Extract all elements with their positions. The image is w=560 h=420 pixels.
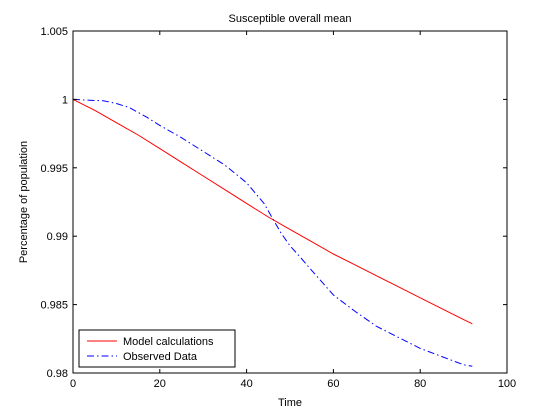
ticks-layer: 0 20 40 60 80 100 0.98 0.985 0.99 0.995 1 1.005 (40, 26, 516, 390)
legend: Model calculations Observed Data (78, 329, 236, 368)
legend-label-1: Model calculations (123, 336, 214, 348)
plot-area (73, 31, 507, 373)
y-tick-label: 1 (62, 94, 68, 106)
y-tick-label: 0.98 (47, 368, 68, 380)
y-tick-label: 0.995 (40, 163, 68, 175)
series-line-2 (72, 98, 473, 367)
chart-title: Susceptible overall mean (229, 13, 352, 25)
legend-label-2: Observed Data (123, 351, 198, 363)
y-tick-label: 1.005 (40, 26, 68, 38)
x-tick-label: 20 (154, 378, 166, 390)
x-tick-label: 40 (240, 378, 252, 390)
x-tick-label: 100 (498, 378, 516, 390)
legend-box (78, 329, 236, 368)
y-tick-label: 0.985 (40, 300, 68, 312)
x-tick-label: 0 (70, 378, 76, 390)
series-layer (72, 98, 473, 367)
x-tick-label: 60 (327, 378, 339, 390)
x-axis-label: Time (278, 397, 302, 409)
y-axis-label: Percentage of population (18, 141, 30, 263)
series-line-1 (72, 98, 473, 325)
axes-frame (72, 30, 508, 374)
y-tick-label: 0.99 (47, 231, 68, 243)
x-tick-label: 80 (414, 378, 426, 390)
